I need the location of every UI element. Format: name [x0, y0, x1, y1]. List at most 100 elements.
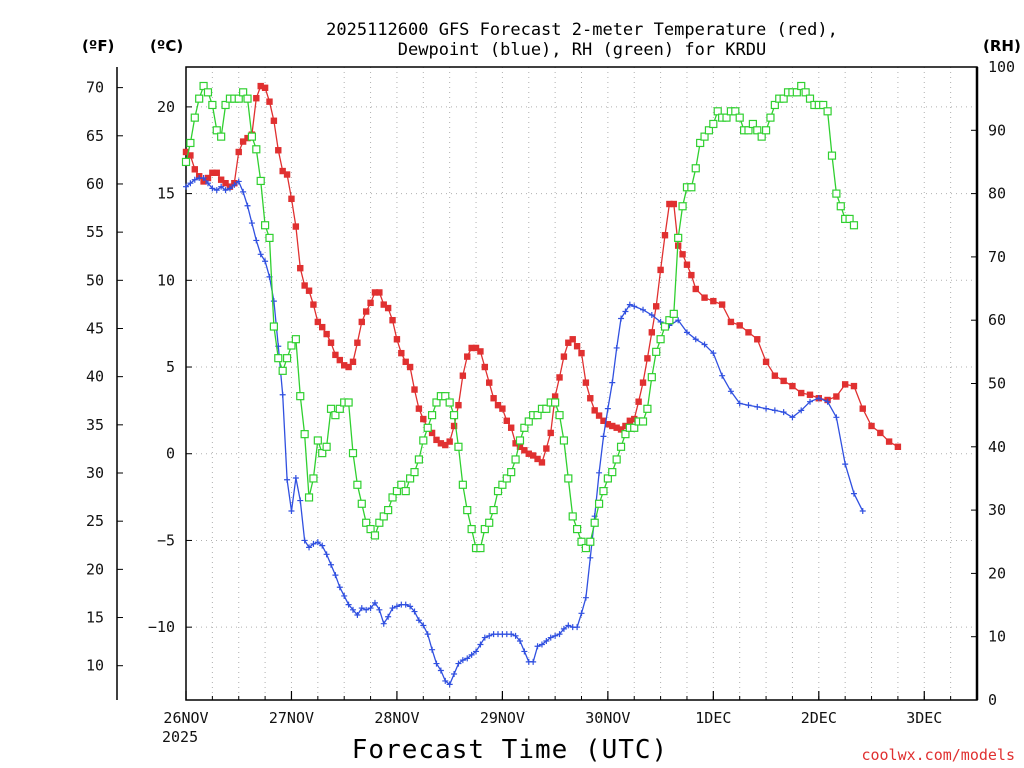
rh-point [660, 322, 670, 331]
rh-point [669, 309, 678, 318]
temperature-point [367, 299, 374, 307]
temperature-point [420, 415, 427, 423]
rh-point [388, 493, 397, 502]
dewpoint-point [464, 655, 471, 662]
temperature-point [780, 377, 787, 385]
dewpoint-point [341, 592, 348, 599]
temperature-point [595, 412, 603, 419]
rh-point [397, 480, 406, 489]
dewpoint-point [204, 180, 211, 187]
dewpoint-point [429, 646, 436, 653]
temperature-point [446, 438, 453, 445]
temperature-point [490, 395, 497, 402]
rh-point [520, 423, 529, 432]
rh-point [195, 94, 204, 103]
c-tick-label: −10 [148, 618, 175, 636]
dewpoint-point [354, 612, 361, 619]
temperature-point [442, 441, 449, 449]
temperature-point [319, 323, 326, 331]
rh-point [296, 392, 305, 401]
temperature-point [727, 318, 735, 326]
temperature-point [310, 301, 317, 308]
f-tick-label: 55 [86, 223, 104, 241]
x-tick-label: 2DEC [801, 709, 837, 727]
rh-point [366, 524, 375, 534]
temperature-point [341, 362, 348, 369]
temperature-point [670, 200, 677, 208]
rh-tick-label: 10 [988, 628, 1006, 646]
x-axis-title: Forecast Time (UTC) [352, 735, 668, 765]
temperature-point [354, 339, 361, 346]
temperature-point [428, 429, 436, 437]
rh-point [608, 468, 617, 477]
credit-link[interactable]: coolwx.com/models [861, 746, 1015, 764]
dewpoint-point [626, 301, 633, 308]
temperature-point [885, 438, 893, 445]
temperature-point [376, 289, 383, 296]
rh-point [586, 537, 595, 546]
rh-point [748, 119, 757, 129]
temperature-point [657, 266, 664, 274]
temperature-point [718, 301, 726, 308]
rh-point [731, 107, 740, 116]
rh-point [401, 487, 410, 496]
rh-point [318, 449, 327, 458]
temperature-point [486, 379, 493, 386]
dewpoint-point [345, 601, 352, 608]
dewpoint-point [306, 544, 313, 551]
rh-point [208, 100, 217, 110]
dewpoint-point [332, 572, 339, 579]
dewpoint-point [640, 306, 647, 313]
rh-tick-label: 20 [988, 564, 1006, 582]
rh-point [190, 113, 199, 122]
temperature-point [213, 169, 220, 176]
dewpoint-point [183, 183, 189, 190]
rh-point [445, 398, 454, 407]
rh-point [849, 221, 859, 230]
grid [186, 67, 977, 700]
c-tick-label: 5 [166, 358, 175, 376]
rh-point [300, 430, 309, 439]
rh-point [239, 88, 248, 97]
temperature-point [894, 443, 902, 450]
dewpoint-point [411, 608, 418, 615]
dewpoint-point [200, 174, 207, 181]
chart-title-line1: 2025112600 GFS Forecast 2-meter Temperat… [326, 20, 838, 40]
f-tick-label: 10 [86, 657, 104, 675]
rh-point [819, 100, 828, 110]
dewpoint-point [754, 403, 761, 410]
temperature-point [182, 148, 190, 156]
temperature-point [806, 391, 814, 398]
dewpoint-point [789, 414, 796, 421]
dewpoint-point [727, 388, 734, 395]
plot-frame [185, 66, 978, 701]
f-tick-label: 45 [86, 319, 104, 337]
temperature-point [187, 152, 194, 159]
temperature-point [433, 436, 440, 444]
rh-point [247, 132, 257, 141]
rh-point [709, 119, 718, 129]
rh-point [564, 474, 573, 483]
temperature-point [406, 363, 414, 371]
rh-point [419, 436, 428, 445]
dewpoint-point [631, 303, 638, 310]
temperature-point [323, 330, 330, 338]
rh-point [603, 474, 612, 483]
rh-point [590, 518, 599, 527]
dewpoint-point [393, 603, 400, 610]
temperature-point [534, 455, 541, 463]
temperature-point [521, 447, 528, 454]
rh-point [313, 436, 322, 445]
dewpoint-point [363, 606, 370, 613]
rh-point [665, 316, 674, 325]
temperature-point [877, 429, 884, 437]
dewpoint-point [367, 605, 374, 612]
temperature-point [631, 415, 638, 423]
rh-point [493, 487, 503, 496]
f-tick-label: 50 [86, 271, 104, 289]
rh-point [792, 88, 801, 97]
dewpoint-point [675, 317, 682, 324]
rh-point [832, 189, 841, 198]
temperature-point [560, 353, 568, 360]
temperature-point [798, 389, 805, 397]
